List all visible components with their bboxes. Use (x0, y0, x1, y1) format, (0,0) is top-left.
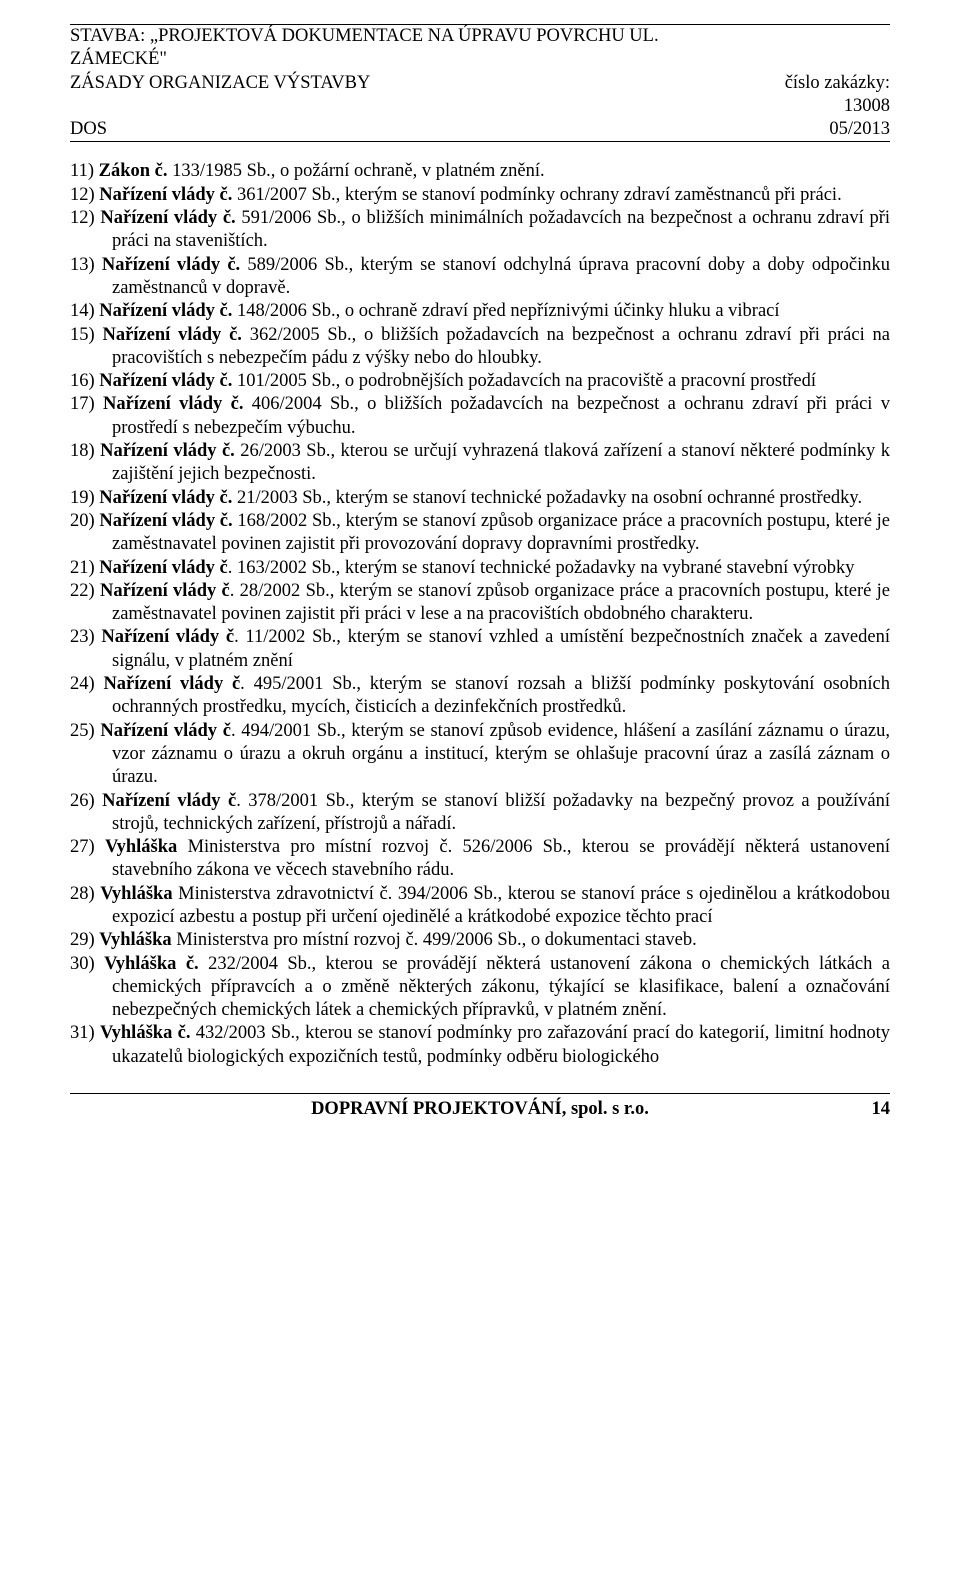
list-item-number: 22) (70, 581, 100, 601)
list-item-title: Nařízení vlády č. (99, 371, 237, 391)
list-item-number: 12) (70, 185, 99, 205)
footer-org: DOPRAVNÍ PROJEKTOVÁNÍ, spol. s r.o. (110, 1098, 850, 1121)
list-item-number: 25) (70, 721, 100, 741)
list-item-title: Nařízení vlády č (103, 674, 240, 694)
list-item-number: 17) (70, 394, 103, 414)
list-item: 12) Nařízení vlády č. 591/2006 Sb., o bl… (70, 207, 890, 254)
list-item: 23) Nařízení vlády č. 11/2002 Sb., který… (70, 626, 890, 673)
list-item: 18) Nařízení vlády č. 26/2003 Sb., ktero… (70, 440, 890, 487)
list-item-title: Nařízení vlády č. (103, 394, 252, 414)
list-item: 15) Nařízení vlády č. 362/2005 Sb., o bl… (70, 324, 890, 371)
list-item-title: Nařízení vlády č. (99, 185, 237, 205)
list-item-title: Zákon č. (99, 161, 173, 181)
list-item: 30) Vyhláška č. 232/2004 Sb., kterou se … (70, 953, 890, 1023)
list-item: 25) Nařízení vlády č. 494/2001 Sb., kter… (70, 720, 890, 790)
list-item-title: Nařízení vlády č (101, 627, 234, 647)
list-item-text: . 163/2002 Sb., kterým se stanoví techni… (228, 558, 855, 578)
header-row3-left: DOS (70, 118, 738, 142)
list-item: 21) Nařízení vlády č. 163/2002 Sb., kter… (70, 557, 890, 580)
list-item: 27) Vyhláška Ministerstva pro místní roz… (70, 836, 890, 883)
header-row3-right: 05/2013 (738, 118, 890, 142)
list-item: 11) Zákon č. 133/1985 Sb., o požární och… (70, 160, 890, 183)
list-item: 20) Nařízení vlády č. 168/2002 Sb., kter… (70, 510, 890, 557)
footer-page-number: 14 (850, 1098, 890, 1121)
list-item-title: Vyhláška (100, 884, 178, 904)
list-item-number: 27) (70, 837, 105, 857)
header-row2-right: číslo zakázky: 13008 (738, 72, 890, 119)
list-item-title: Nařízení vlády č. (100, 441, 240, 461)
list-item-text: Ministerstva zdravotnictví č. 394/2006 S… (112, 884, 890, 927)
list-item-number: 23) (70, 627, 101, 647)
list-item: 14) Nařízení vlády č. 148/2006 Sb., o oc… (70, 300, 890, 323)
list-item-number: 12) (70, 208, 100, 228)
list-item-text: Ministerstva pro místní rozvoj č. 499/20… (176, 930, 697, 950)
list-item-title: Nařízení vlády č. (99, 511, 237, 531)
list-item-text: 101/2005 Sb., o podrobnějších požadavcíc… (237, 371, 816, 391)
list-item-number: 30) (70, 954, 104, 974)
list-item: 12) Nařízení vlády č. 361/2007 Sb., kter… (70, 184, 890, 207)
list-item-number: 11) (70, 161, 99, 181)
list-item-number: 24) (70, 674, 103, 694)
list-item-title: Nařízení vlády č (100, 581, 230, 601)
list-item: 28) Vyhláška Ministerstva zdravotnictví … (70, 883, 890, 930)
list-item: 16) Nařízení vlády č. 101/2005 Sb., o po… (70, 370, 890, 393)
list-item-number: 28) (70, 884, 100, 904)
list-item-number: 18) (70, 441, 100, 461)
list-item-title: Nařízení vlády č (99, 558, 227, 578)
list-item: 24) Nařízení vlády č. 495/2001 Sb., kter… (70, 673, 890, 720)
footer-rule (70, 1093, 890, 1094)
list-item-title: Vyhláška (99, 930, 176, 950)
list-item-number: 14) (70, 301, 99, 321)
document-body: 11) Zákon č. 133/1985 Sb., o požární och… (70, 160, 890, 1069)
list-item-text: 232/2004 Sb., kterou se provádějí někter… (112, 954, 890, 1021)
list-item-text: 21/2003 Sb., kterým se stanoví technické… (237, 488, 862, 508)
list-item-text: 361/2007 Sb., kterým se stanoví podmínky… (237, 185, 842, 205)
list-item: 29) Vyhláška Ministerstva pro místní roz… (70, 929, 890, 952)
document-header: STAVBA: „PROJEKTOVÁ DOKUMENTACE NA ÚPRAV… (70, 24, 890, 142)
list-item-number: 15) (70, 325, 102, 345)
list-item-number: 26) (70, 791, 102, 811)
list-item-text: Ministerstva pro místní rozvoj č. 526/20… (112, 837, 890, 880)
list-item-number: 20) (70, 511, 99, 531)
list-item-title: Vyhláška č. (104, 954, 208, 974)
list-item: 17) Nařízení vlády č. 406/2004 Sb., o bl… (70, 393, 890, 440)
list-item-number: 29) (70, 930, 99, 950)
list-item: 19) Nařízení vlády č. 21/2003 Sb., který… (70, 487, 890, 510)
document-footer: DOPRAVNÍ PROJEKTOVÁNÍ, spol. s r.o. 14 (70, 1098, 890, 1121)
list-item-title: Nařízení vlády č. (99, 488, 237, 508)
list-item: 13) Nařízení vlády č. 589/2006 Sb., kter… (70, 254, 890, 301)
header-row1-left: STAVBA: „PROJEKTOVÁ DOKUMENTACE NA ÚPRAV… (70, 25, 738, 72)
list-item-text: 432/2003 Sb., kterou se stanoví podmínky… (112, 1023, 890, 1066)
list-item: 31) Vyhláška č. 432/2003 Sb., kterou se … (70, 1022, 890, 1069)
list-item-title: Nařízení vlády č. (102, 255, 248, 275)
list-item-title: Nařízení vlády č. (100, 208, 241, 228)
list-item-text: 133/1985 Sb., o požární ochraně, v platn… (172, 161, 544, 181)
list-item: 26) Nařízení vlády č. 378/2001 Sb., kter… (70, 790, 890, 837)
list-item-number: 19) (70, 488, 99, 508)
list-item-title: Vyhláška č. (100, 1023, 196, 1043)
list-item-number: 21) (70, 558, 99, 578)
list-item-title: Nařízení vlády č (102, 791, 236, 811)
list-item-title: Nařízení vlády č. (99, 301, 237, 321)
list-item-title: Nařízení vlády č. (102, 325, 249, 345)
header-row1-right (738, 25, 890, 72)
list-item-number: 16) (70, 371, 99, 391)
list-item: 22) Nařízení vlády č. 28/2002 Sb., který… (70, 580, 890, 627)
list-item-text: 148/2006 Sb., o ochraně zdraví před nepř… (237, 301, 780, 321)
list-item-title: Vyhláška (105, 837, 188, 857)
list-item-number: 13) (70, 255, 102, 275)
list-item-title: Nařízení vlády č (100, 721, 231, 741)
list-item-number: 31) (70, 1023, 100, 1043)
header-row2-left: ZÁSADY ORGANIZACE VÝSTAVBY (70, 72, 738, 119)
